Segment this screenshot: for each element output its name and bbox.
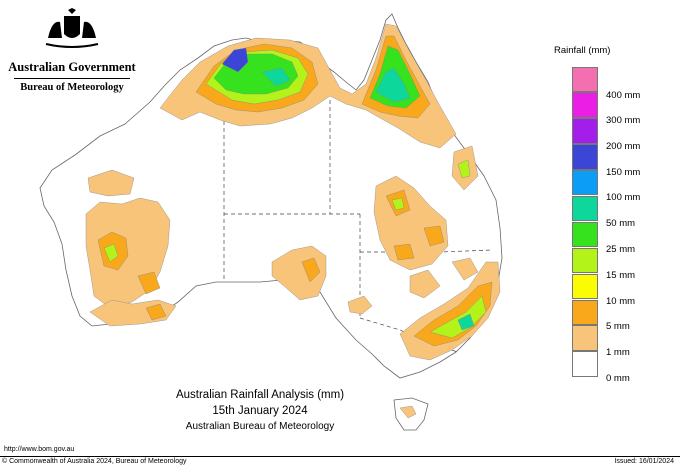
footer-divider — [0, 456, 680, 457]
legend-swatch-5 — [572, 299, 598, 325]
map-source: Australian Bureau of Meteorology — [185, 421, 335, 432]
legend-label-150: 150 mm — [606, 167, 641, 178]
government-logo: Australian Government Bureau of Meteorol… — [8, 8, 136, 98]
legend-label-5: 5 mm — [606, 321, 630, 332]
legend-swatch-10 — [572, 273, 598, 300]
legend-label-400: 400 mm — [606, 90, 641, 101]
issued-date: Issued: 16/01/2024 — [614, 458, 674, 465]
government-title: Australian Government — [8, 60, 136, 74]
coat-of-arms-icon — [45, 8, 99, 48]
copyright-text: © Commonwealth of Australia 2024, Bureau… — [2, 458, 187, 465]
rain-southeast — [399, 261, 501, 361]
legend-swatch-0 — [572, 351, 598, 377]
rain-east — [373, 145, 479, 299]
legend-title: Rainfall (mm) — [554, 45, 611, 56]
website-link[interactable]: http://www.bom.gov.au — [4, 446, 75, 453]
legend-label-15: 15 mm — [606, 270, 636, 281]
legend-label-25: 25 mm — [606, 244, 636, 255]
legend-label-10: 10 mm — [606, 296, 636, 307]
legend-label-200: 200 mm — [606, 141, 641, 152]
rain-north — [159, 23, 457, 149]
legend-swatch-15 — [572, 247, 598, 274]
legend-label-100: 100 mm — [606, 192, 641, 203]
rain-central — [271, 245, 373, 315]
legend-swatch-150 — [572, 144, 598, 170]
legend-label-1: 1 mm — [606, 347, 630, 358]
tasmania-rain — [399, 405, 417, 419]
legend-swatch-200 — [572, 118, 598, 144]
title-divider — [14, 78, 130, 79]
legend-label-50: 50 mm — [606, 218, 636, 229]
legend-swatch-1 — [572, 325, 598, 351]
map-date: 15th January 2024 — [212, 405, 308, 417]
map-title: Australian Rainfall Analysis (mm) — [175, 389, 345, 401]
legend-label-300: 300 mm — [606, 115, 641, 126]
legend-swatch-300 — [572, 92, 598, 118]
rain-west — [85, 169, 177, 327]
legend-swatch-50 — [572, 195, 598, 222]
legend-swatch-400 — [572, 66, 598, 92]
legend-swatch-25 — [572, 221, 598, 248]
legend-label-0: 0 mm — [606, 373, 630, 384]
rainfall-legend — [572, 66, 598, 377]
bureau-title: Bureau of Meteorology — [20, 82, 124, 93]
legend-swatch-100 — [572, 170, 598, 196]
